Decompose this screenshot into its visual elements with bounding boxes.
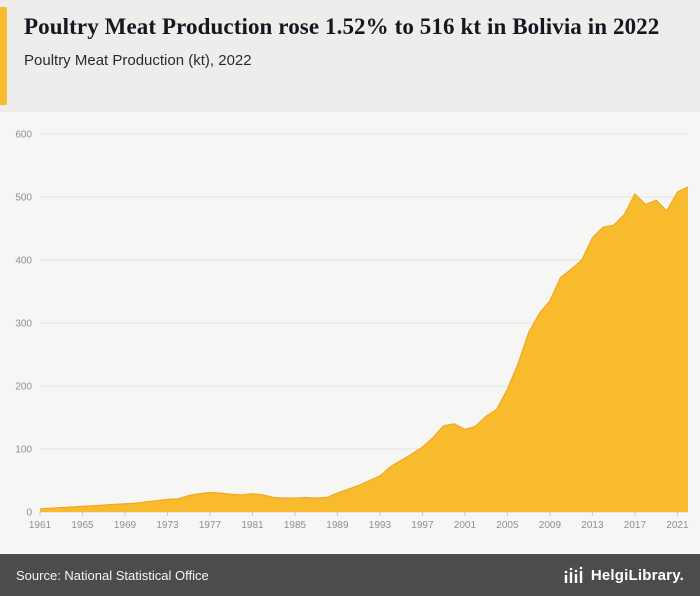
x-tick-label: 2017 [624, 520, 647, 531]
logo-text: HelgiLibrary. [590, 566, 684, 584]
y-tick-label: 0 [26, 508, 32, 519]
x-tick-label: 2013 [581, 520, 604, 531]
area-series [40, 186, 688, 512]
y-tick-label: 600 [15, 130, 32, 141]
x-tick-label: 1993 [369, 520, 392, 531]
x-tick-label: 2021 [666, 520, 689, 531]
bar-chart-logo-icon [563, 566, 585, 584]
x-tick-label: 1985 [284, 520, 307, 531]
y-tick-label: 500 [15, 193, 32, 204]
x-tick-label: 2001 [454, 520, 477, 531]
chart-svg: 0 100 200 300 400 500 600 1961 1965 1969 1973 1977 1… [15, 130, 689, 532]
x-tick-label: 2005 [496, 520, 519, 531]
source-text: Source: National Statistical Office [16, 567, 209, 583]
x-tick-label: 1973 [156, 520, 179, 531]
x-tick-label: 1961 [29, 520, 52, 531]
page-title: Poultry Meat Production rose 1.52% to 51… [24, 14, 660, 39]
y-tick-label: 400 [15, 256, 32, 267]
x-tick-label: 1969 [114, 520, 137, 531]
x-tick-label: 1965 [71, 520, 94, 531]
x-tick-label: 1977 [199, 520, 222, 531]
y-tick-label: 300 [15, 319, 32, 330]
x-tick-label: 2009 [539, 520, 562, 531]
footer-bar: Source: National Statistical Office Helg… [0, 554, 700, 596]
helgi-library-logo[interactable]: HelgiLibrary. [563, 566, 684, 584]
chart-subtitle: Poultry Meat Production (kt), 2022 [24, 52, 252, 70]
chart-area: 0 100 200 300 400 500 600 1961 1965 1969 1973 1977 1… [0, 112, 700, 554]
x-tick-label: 1997 [411, 520, 434, 531]
area-chart: 0 100 200 300 400 500 600 1961 1965 1969 1973 1977 1… [0, 112, 700, 548]
accent-bar [0, 7, 7, 105]
y-tick-label: 100 [15, 445, 32, 456]
x-tick-label: 1981 [241, 520, 264, 531]
y-tick-label: 200 [15, 382, 32, 393]
chart-header: Poultry Meat Production rose 1.52% to 51… [0, 0, 700, 112]
area-edge [39, 186, 689, 510]
x-tick-label: 1989 [326, 520, 349, 531]
